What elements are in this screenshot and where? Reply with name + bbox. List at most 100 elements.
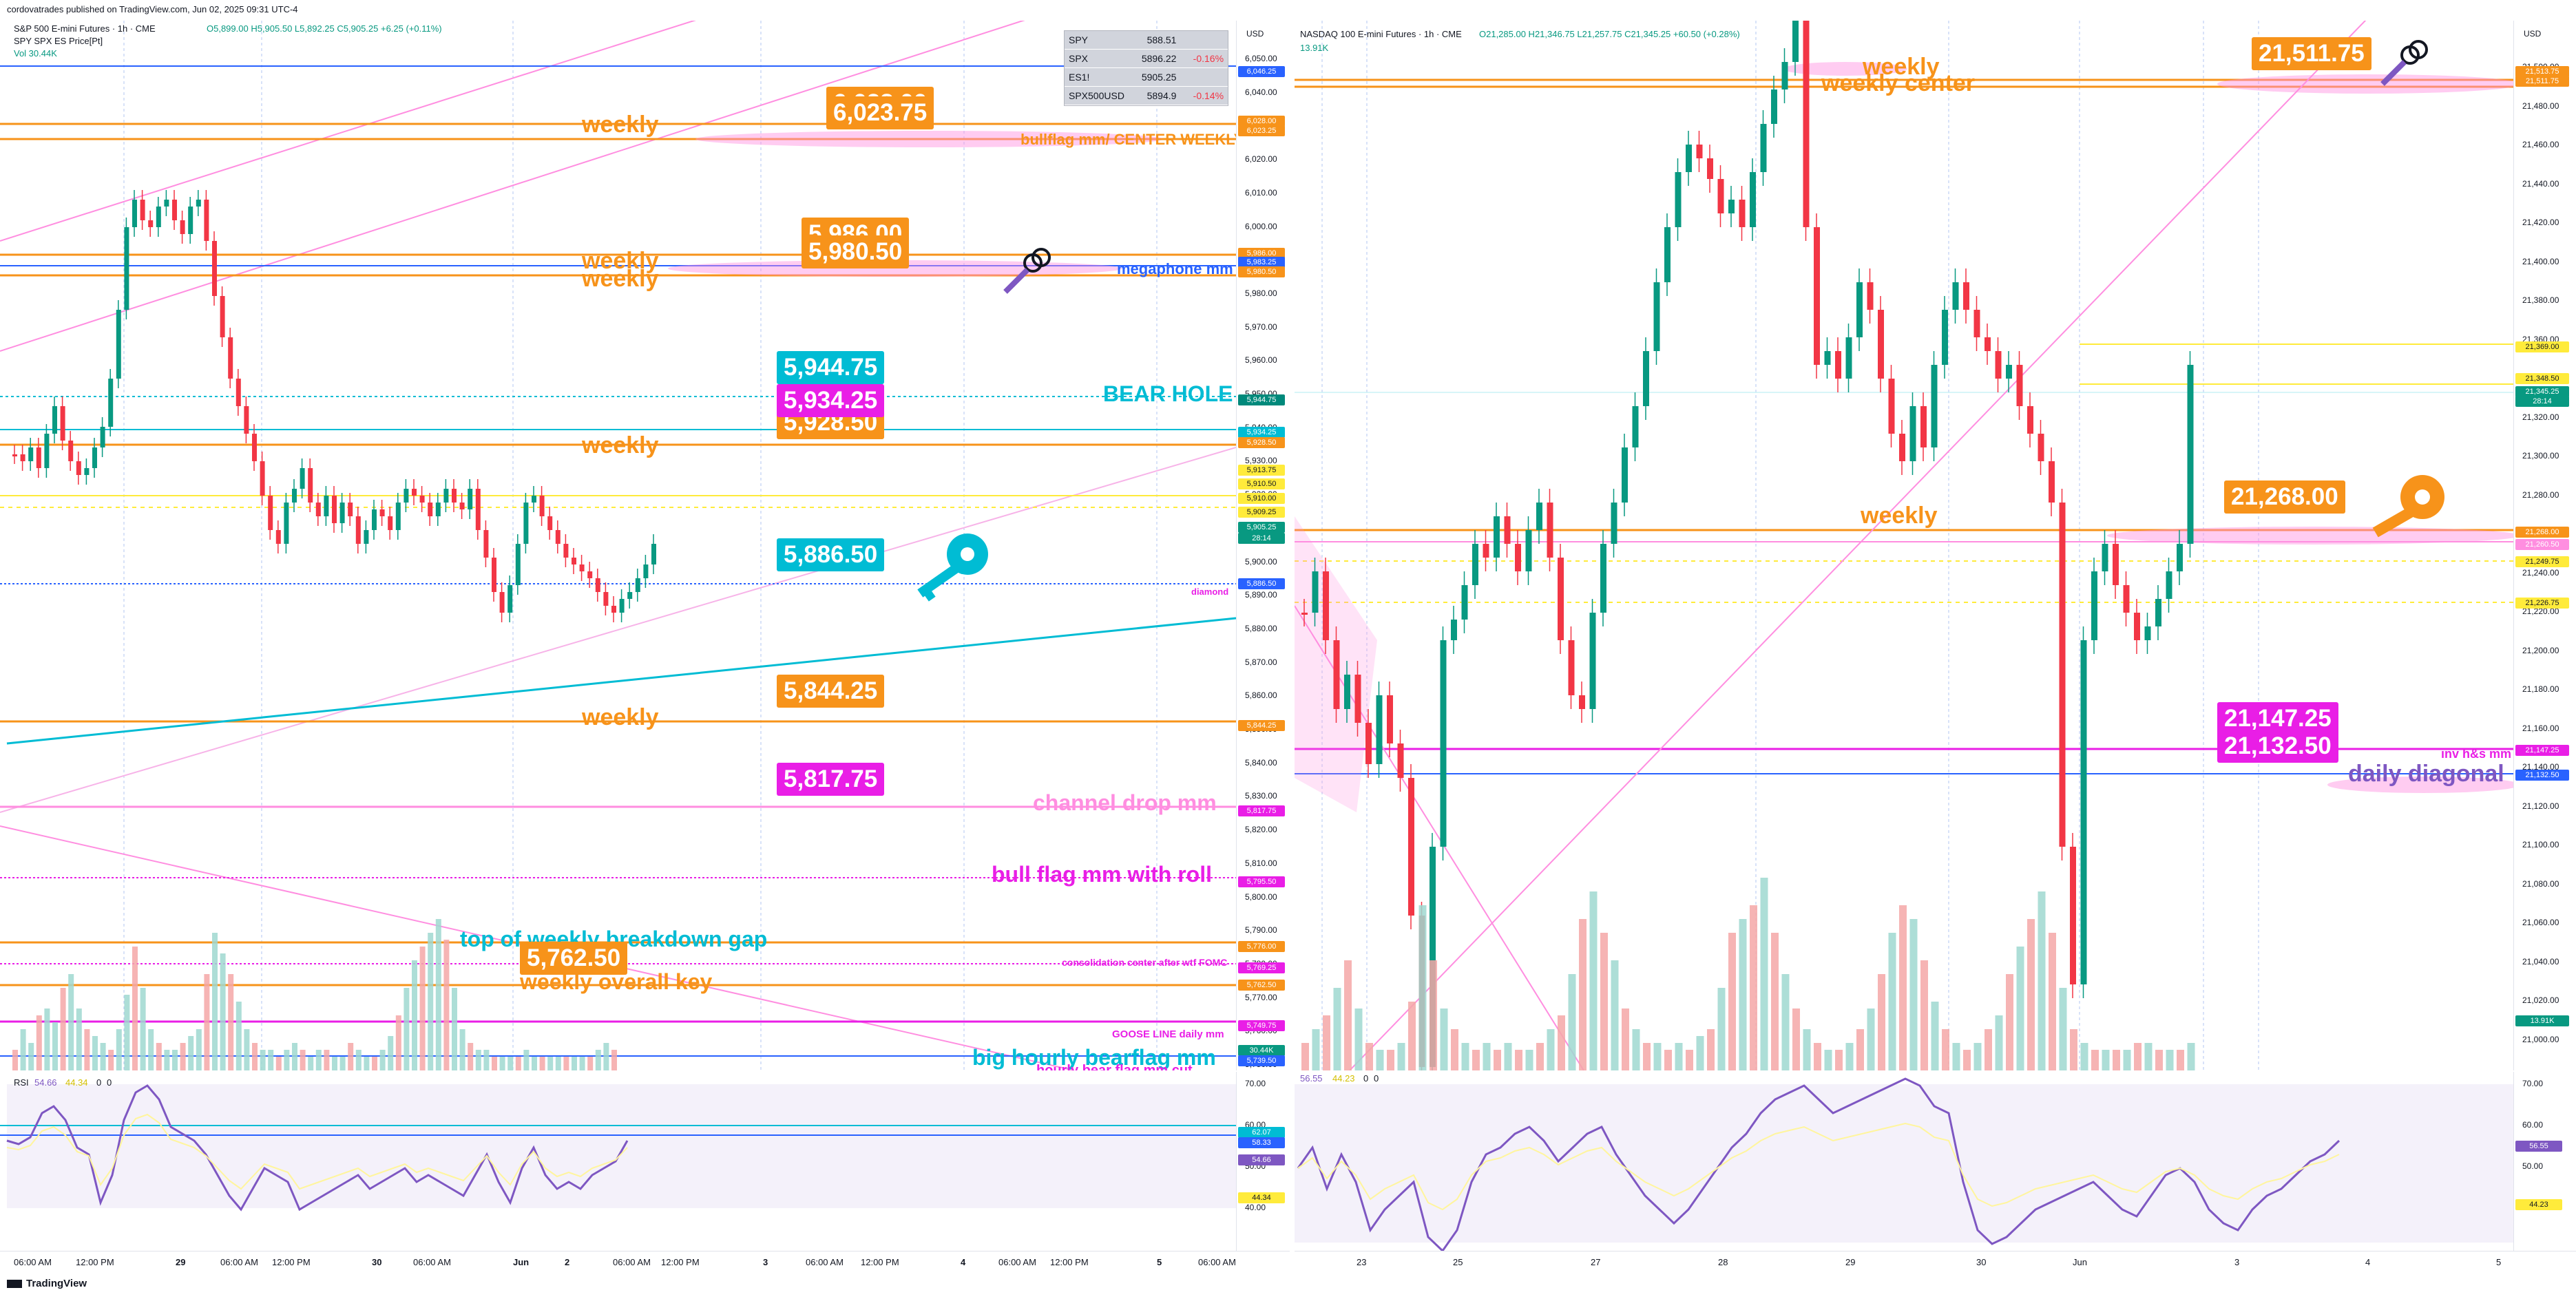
candle-body [196, 200, 201, 207]
volume-bar [1547, 1029, 1555, 1070]
candle-body [2187, 365, 2194, 544]
volume-bar [348, 1043, 354, 1070]
candle-body [2016, 365, 2023, 406]
volume-bar [2177, 1050, 2184, 1070]
candle-body [1525, 530, 1532, 571]
price-tag: 21,260.50 [2515, 539, 2569, 550]
rsi-band [7, 1084, 1236, 1208]
volume-bar [1824, 1050, 1832, 1070]
price-tag: 21,147.25 [2515, 745, 2569, 756]
candle-body [1301, 613, 1308, 615]
goose-line-label: GOOSE LINE daily mm [1112, 1028, 1224, 1040]
trend-line [1349, 21, 2367, 1070]
candle-body [2006, 365, 2012, 379]
candle-body [1771, 89, 1777, 124]
volume-bar [572, 1057, 577, 1070]
volume-bar [1622, 1008, 1629, 1070]
candle-body [1995, 351, 2002, 379]
left-rsi-panel[interactable]: RSI 54.66 44.34 0 0 [0, 1072, 1236, 1251]
right-volume-label: 13.91K [1300, 43, 1329, 53]
candle-body [1558, 558, 1564, 640]
bullflag-center-label: bullflag mm/ CENTER WEEKLY [1020, 131, 1236, 148]
right-time-axis[interactable]: 23 25 27 28 29 30 Jun 3 4 5 [1295, 1251, 2576, 1272]
candle-body [1739, 200, 1746, 227]
left-chart-panel[interactable]: S&P 500 E-mini Futures · 1h · CME O5,899… [0, 21, 1236, 1070]
volume-bar [268, 1050, 274, 1070]
daily-diagonal-label: daily diagonal [2348, 761, 2504, 787]
volume-bar [12, 1050, 18, 1070]
candle-body [228, 337, 233, 379]
candle-body [555, 530, 561, 544]
candle-body [428, 503, 433, 516]
candle-body [1611, 503, 1617, 544]
volume-bar [188, 1036, 194, 1070]
trend-line [1295, 605, 1584, 1070]
volume-bar [1376, 1050, 1384, 1070]
price-tag: 21,513.75 [2515, 66, 2569, 77]
volume-bar [1867, 1008, 1875, 1070]
date-label: 5 [2496, 1257, 2502, 1267]
left-time-axis[interactable]: 06:00 AM 12:00 PM 29 06:00 AM 12:00 PM 30 06:0… [0, 1251, 1290, 1272]
callout-21511: 21,511.75 [2252, 37, 2371, 70]
price-tag: 5,817.75 [1238, 805, 1285, 816]
right-rsi-panel[interactable]: 56.55 44.23 0 0 [1295, 1072, 2513, 1251]
date-label: 28 [1718, 1257, 1728, 1267]
candle-body [1760, 124, 1767, 172]
volume-bar [1845, 1043, 1854, 1070]
y-tick-label: 21,280.00 [2522, 489, 2559, 500]
volume-bar [1696, 1036, 1704, 1070]
right-rsi-canvas [1295, 1077, 2513, 1251]
volume-bar [68, 974, 74, 1070]
candle-body [172, 200, 177, 220]
y-tick-label: 5,900.00 [1245, 556, 1277, 567]
volume-bar [1461, 1043, 1469, 1070]
date-label: 12:00 PM [1050, 1257, 1089, 1267]
candle-body [404, 489, 409, 503]
volume-bar [379, 1050, 386, 1070]
price-tag: 30.44K [1238, 1045, 1285, 1056]
candle-body [275, 530, 281, 544]
candle-body [1845, 337, 1852, 379]
volume-bar [483, 1050, 490, 1070]
y-tick-label: 21,160.00 [2522, 723, 2559, 733]
candle-body [1696, 145, 1703, 158]
candle-body [164, 200, 169, 207]
date-label: 23 [1357, 1257, 1367, 1267]
volume-bar [459, 1029, 465, 1070]
volume-bar [2070, 1029, 2077, 1070]
rsi-tag: 54.66 [1238, 1154, 1285, 1165]
price-tag: 21,226.75 [2515, 598, 2569, 609]
volume-bar [1494, 1050, 1501, 1070]
candle-body [395, 503, 401, 530]
candle-body [180, 220, 185, 234]
right-chart-ohlc: O21,285.00 H21,346.75 L21,257.75 C21,345… [1479, 29, 1740, 39]
candle-body [1750, 172, 1756, 227]
rsi-tick-label: 70.00 [2522, 1079, 2544, 1088]
y-tick-label: 21,440.00 [2522, 178, 2559, 189]
rsi-ma-line [1297, 1122, 2340, 1211]
key-icon [917, 534, 988, 602]
volume-bar [1973, 1043, 1982, 1070]
candle-body [60, 406, 65, 441]
rsi-tick-label: 60.00 [2522, 1120, 2544, 1130]
price-tag: 5,913.75 [1238, 465, 1285, 476]
volume-bar [2080, 1043, 2088, 1070]
logo-icon [7, 1280, 22, 1289]
left-price-axis[interactable]: USD 6,050.006,040.006,030.006,020.006,01… [1236, 21, 1290, 1103]
volume-bar [1835, 1050, 1843, 1070]
volume-bar [324, 1050, 330, 1070]
y-tick-label: 5,790.00 [1245, 925, 1277, 936]
volume-bar [1408, 1002, 1416, 1070]
volume-bar [1878, 974, 1885, 1070]
candle-body [635, 578, 640, 592]
right-chart-panel[interactable]: NASDAQ 100 E-mini Futures · 1h · CME O21… [1295, 21, 2513, 1070]
candle-body [523, 503, 529, 544]
price-tag: 5,910.50 [1238, 478, 1285, 489]
volume-bar [1333, 988, 1341, 1070]
volume-bar [595, 1050, 601, 1070]
candle-body [1323, 571, 1329, 640]
right-price-axis[interactable]: USD 21,500.0021,480.0021,460.0021,440.00… [2513, 21, 2576, 1083]
volume-bar [228, 974, 234, 1070]
candle-body [379, 509, 385, 516]
candle-body [2027, 406, 2033, 434]
